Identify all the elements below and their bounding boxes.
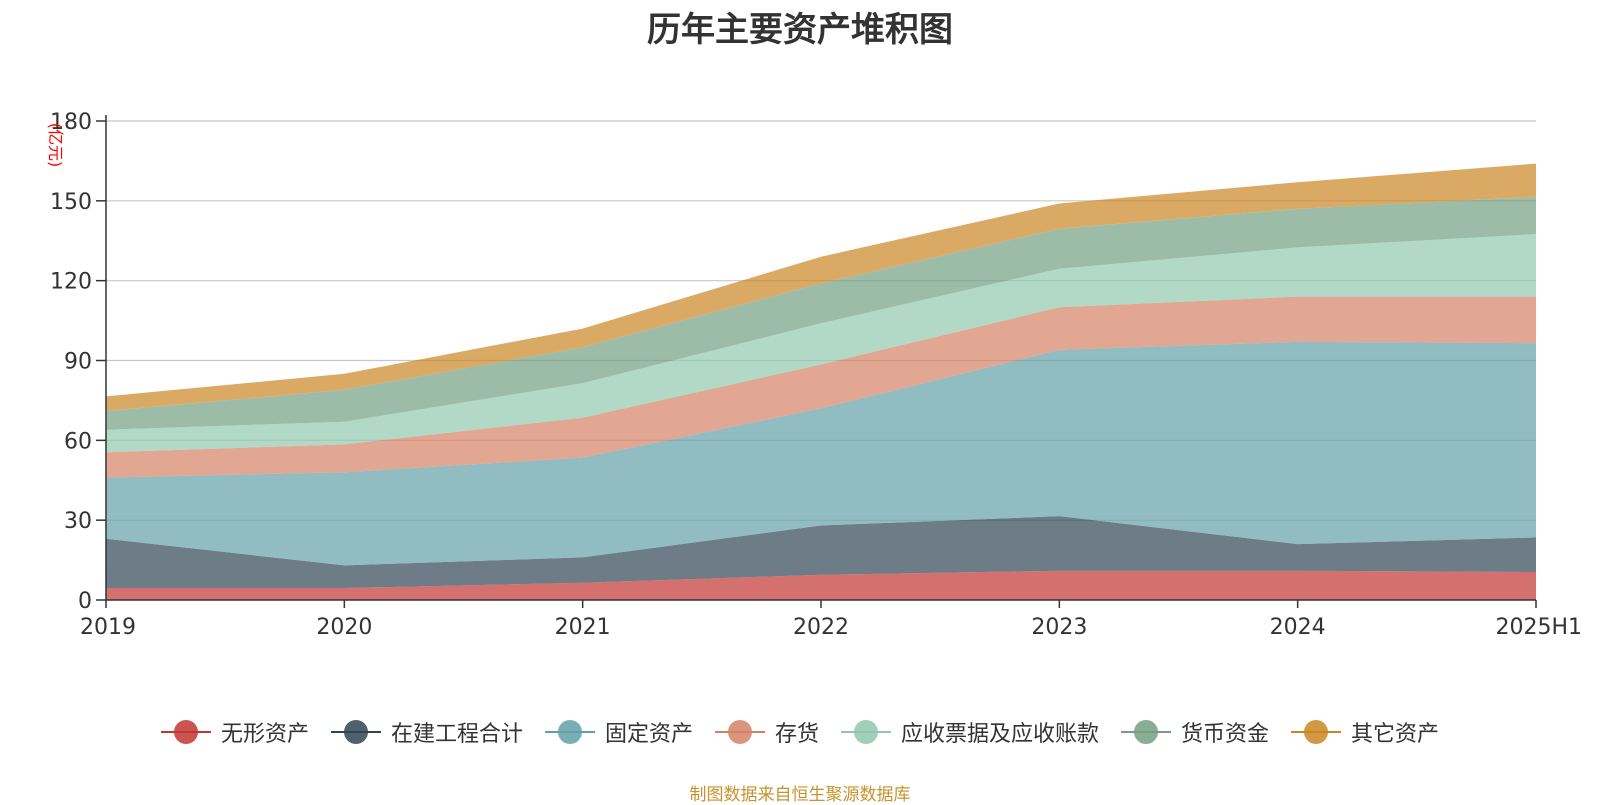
y-tick-label: 180: [50, 110, 92, 135]
legend-label: 其它资产: [1351, 722, 1440, 747]
y-tick-label: 90: [64, 350, 92, 375]
legend-label: 存货: [774, 722, 819, 747]
x-tick-label: 2020: [316, 615, 372, 640]
area-series: [106, 163, 1536, 600]
x-tick-label: 2019: [80, 615, 136, 640]
legend-label: 货币资金: [1181, 722, 1270, 747]
series-area-应收票据及应收账款: [106, 234, 1536, 453]
source-note: 制图数据来自恒生聚源数据库: [689, 785, 911, 805]
legend-marker-icon: [1291, 720, 1342, 744]
legend: 无形资产 在建工程合计 固定资产 存货 应收票据及应收账款 货币资金 其它资产: [0, 716, 1600, 748]
legend-item[interactable]: 存货: [714, 716, 819, 748]
x-tick-label: 2021: [555, 615, 611, 640]
y-tick-label: 120: [50, 270, 92, 295]
legend-marker-icon: [841, 720, 891, 744]
legend-label: 应收票据及应收账款: [901, 722, 1100, 747]
legend-item[interactable]: 应收票据及应收账款: [841, 716, 1099, 748]
legend-label: 无形资产: [220, 722, 309, 747]
legend-marker-icon: [544, 720, 595, 744]
legend-marker-icon: [160, 720, 211, 744]
legend-label: 固定资产: [604, 722, 693, 747]
legend-item[interactable]: 在建工程合计: [330, 716, 523, 748]
legend-item[interactable]: 其它资产: [1291, 716, 1439, 748]
legend-marker-icon: [1121, 720, 1172, 744]
y-tick-label: 60: [64, 429, 92, 454]
x-tick-label: 2025H1: [1495, 615, 1582, 640]
x-tick-label: 2024: [1270, 615, 1326, 640]
legend-marker-icon: [330, 720, 381, 744]
y-tick-label: 150: [50, 190, 92, 215]
axes: 0 30 60 90 120 150 180 2019 2020 2021 2022 2023 2024…: [50, 110, 1582, 640]
y-axis-unit-label: (亿元): [46, 123, 65, 168]
series-area-货币资金: [106, 196, 1536, 430]
y-tick-label: 30: [64, 509, 92, 534]
series-area-在建工程合计: [106, 516, 1536, 589]
legend-item[interactable]: 无形资产: [160, 716, 309, 748]
series-area-无形资产: [106, 570, 1536, 600]
legend-item[interactable]: 货币资金: [1121, 716, 1269, 748]
series-area-固定资产: [106, 341, 1536, 566]
x-tick-label: 2023: [1031, 615, 1087, 640]
legend-item[interactable]: 固定资产: [544, 716, 693, 748]
series-area-存货: [106, 296, 1536, 478]
y-tick-label: 0: [78, 589, 92, 614]
x-tick-label: 2022: [793, 615, 849, 640]
series-area-其它资产: [106, 163, 1536, 412]
chart-title: 历年主要资产堆积图: [647, 10, 953, 50]
legend-marker-icon: [714, 720, 765, 744]
legend-label: 在建工程合计: [390, 722, 523, 747]
